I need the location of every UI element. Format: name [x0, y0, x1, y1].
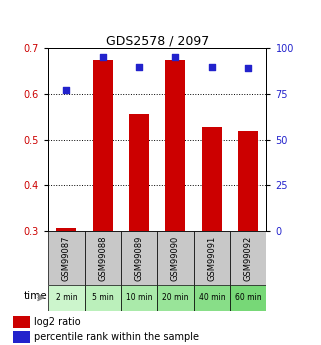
Bar	[13, 331, 30, 343]
Bar	[230, 231, 266, 285]
Bar	[84, 231, 121, 285]
Text: 60 min: 60 min	[235, 293, 262, 302]
Bar	[48, 285, 84, 310]
Text: 5 min: 5 min	[92, 293, 114, 302]
Bar	[157, 231, 194, 285]
Text: 10 min: 10 min	[126, 293, 152, 302]
Point	[209, 64, 214, 69]
Point	[136, 64, 142, 69]
Point	[246, 66, 251, 71]
Bar	[238, 131, 258, 231]
Text: 2 min: 2 min	[56, 293, 77, 302]
Text: 20 min: 20 min	[162, 293, 189, 302]
Text: GSM99089: GSM99089	[134, 235, 143, 280]
Bar	[121, 285, 157, 310]
Bar	[84, 285, 121, 310]
Point	[173, 55, 178, 60]
Bar	[194, 231, 230, 285]
Text: GSM99088: GSM99088	[98, 235, 107, 280]
Bar	[129, 114, 149, 231]
Point	[64, 88, 69, 93]
Text: 40 min: 40 min	[199, 293, 225, 302]
Title: GDS2578 / 2097: GDS2578 / 2097	[106, 34, 209, 47]
Bar	[56, 228, 76, 231]
Bar	[48, 231, 84, 285]
Bar	[230, 285, 266, 310]
Bar	[13, 316, 30, 328]
Text: GSM99090: GSM99090	[171, 235, 180, 280]
Text: GSM99087: GSM99087	[62, 235, 71, 280]
Bar	[202, 127, 222, 231]
Bar	[166, 60, 186, 231]
Bar	[121, 231, 157, 285]
Text: percentile rank within the sample: percentile rank within the sample	[34, 332, 199, 342]
Bar	[157, 285, 194, 310]
Text: GSM99092: GSM99092	[244, 235, 253, 280]
Text: log2 ratio: log2 ratio	[34, 317, 81, 327]
Text: time: time	[24, 291, 48, 301]
Point	[100, 55, 105, 60]
Bar	[194, 285, 230, 310]
Text: GSM99091: GSM99091	[207, 235, 216, 280]
Bar	[93, 60, 113, 231]
